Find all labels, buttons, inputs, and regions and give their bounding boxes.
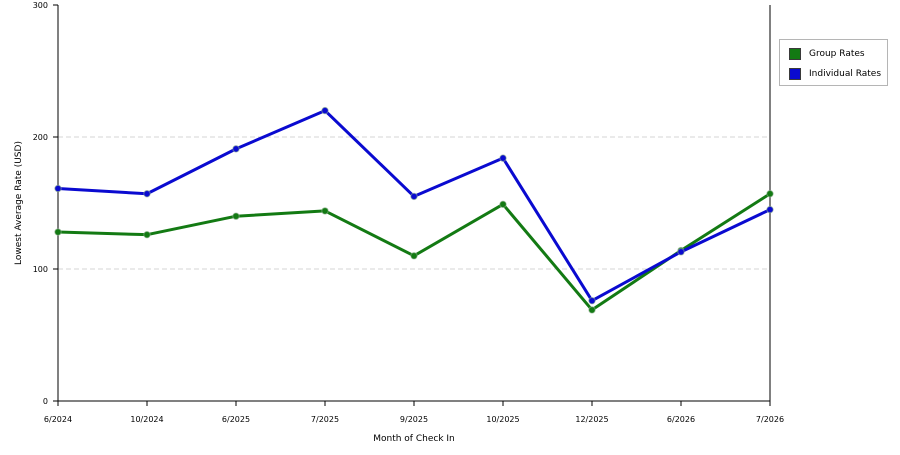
data-point-group-rates [499, 200, 507, 209]
data-point-individual-rates [677, 248, 685, 256]
y-axis-title: Lowest Average Rate (USD) [14, 141, 24, 265]
tick-labels: 0 100 200 300 6/2024 10/2024 6/2025 7/2025 9/202… [33, 1, 784, 424]
data-point-individual-rates [410, 192, 418, 201]
data-point-group-rates [232, 212, 240, 220]
data-point-group-rates [410, 252, 418, 260]
data-point-individual-rates [499, 154, 507, 162]
legend-item-individual-rates: Individual Rates [789, 67, 881, 81]
legend-item-group-rates: Group Rates [789, 47, 865, 61]
y-tick-label: 300 [33, 1, 48, 10]
x-tick-label: 10/2024 [130, 415, 163, 424]
grid-lines [58, 136, 770, 270]
series-line-group-rates [57, 192, 771, 312]
data-point-group-rates [588, 306, 596, 314]
legend-label-individual-rates: Individual Rates [809, 69, 882, 79]
x-tick-label: 12/2025 [575, 415, 608, 424]
x-tick-label: 9/2025 [400, 415, 428, 424]
y-tick-label: 200 [33, 133, 48, 142]
x-tick-label: 6/2025 [222, 415, 250, 424]
data-point-group-rates [143, 230, 151, 239]
x-tick-label: 6/2024 [44, 415, 72, 424]
data-point-individual-rates [588, 296, 596, 305]
data-point-group-rates [321, 207, 329, 215]
legend-label-group-rates: Group Rates [809, 49, 865, 59]
x-axis-title: Month of Check In [373, 434, 455, 444]
legend-swatch-group-rates [789, 48, 801, 60]
series-line-individual-rates [57, 109, 771, 303]
data-point-individual-rates [232, 145, 240, 153]
axes [53, 4, 771, 406]
data-point-individual-rates [143, 190, 151, 198]
x-tick-label: 7/2025 [311, 415, 339, 424]
y-tick-label: 0 [43, 397, 48, 406]
x-tick-label: 10/2025 [486, 415, 519, 424]
x-tick-label: 7/2026 [756, 415, 784, 424]
data-point-individual-rates [321, 106, 329, 115]
data-point-group-rates [766, 190, 774, 198]
legend: Group Rates Individual Rates [779, 39, 888, 86]
y-tick-label: 100 [33, 265, 48, 274]
data-point-group-rates [54, 228, 62, 236]
x-tick-label: 6/2026 [667, 415, 695, 424]
series-lines [54, 106, 774, 314]
legend-swatch-individual-rates [789, 68, 801, 80]
data-point-individual-rates [54, 184, 62, 193]
data-point-individual-rates [766, 205, 774, 214]
